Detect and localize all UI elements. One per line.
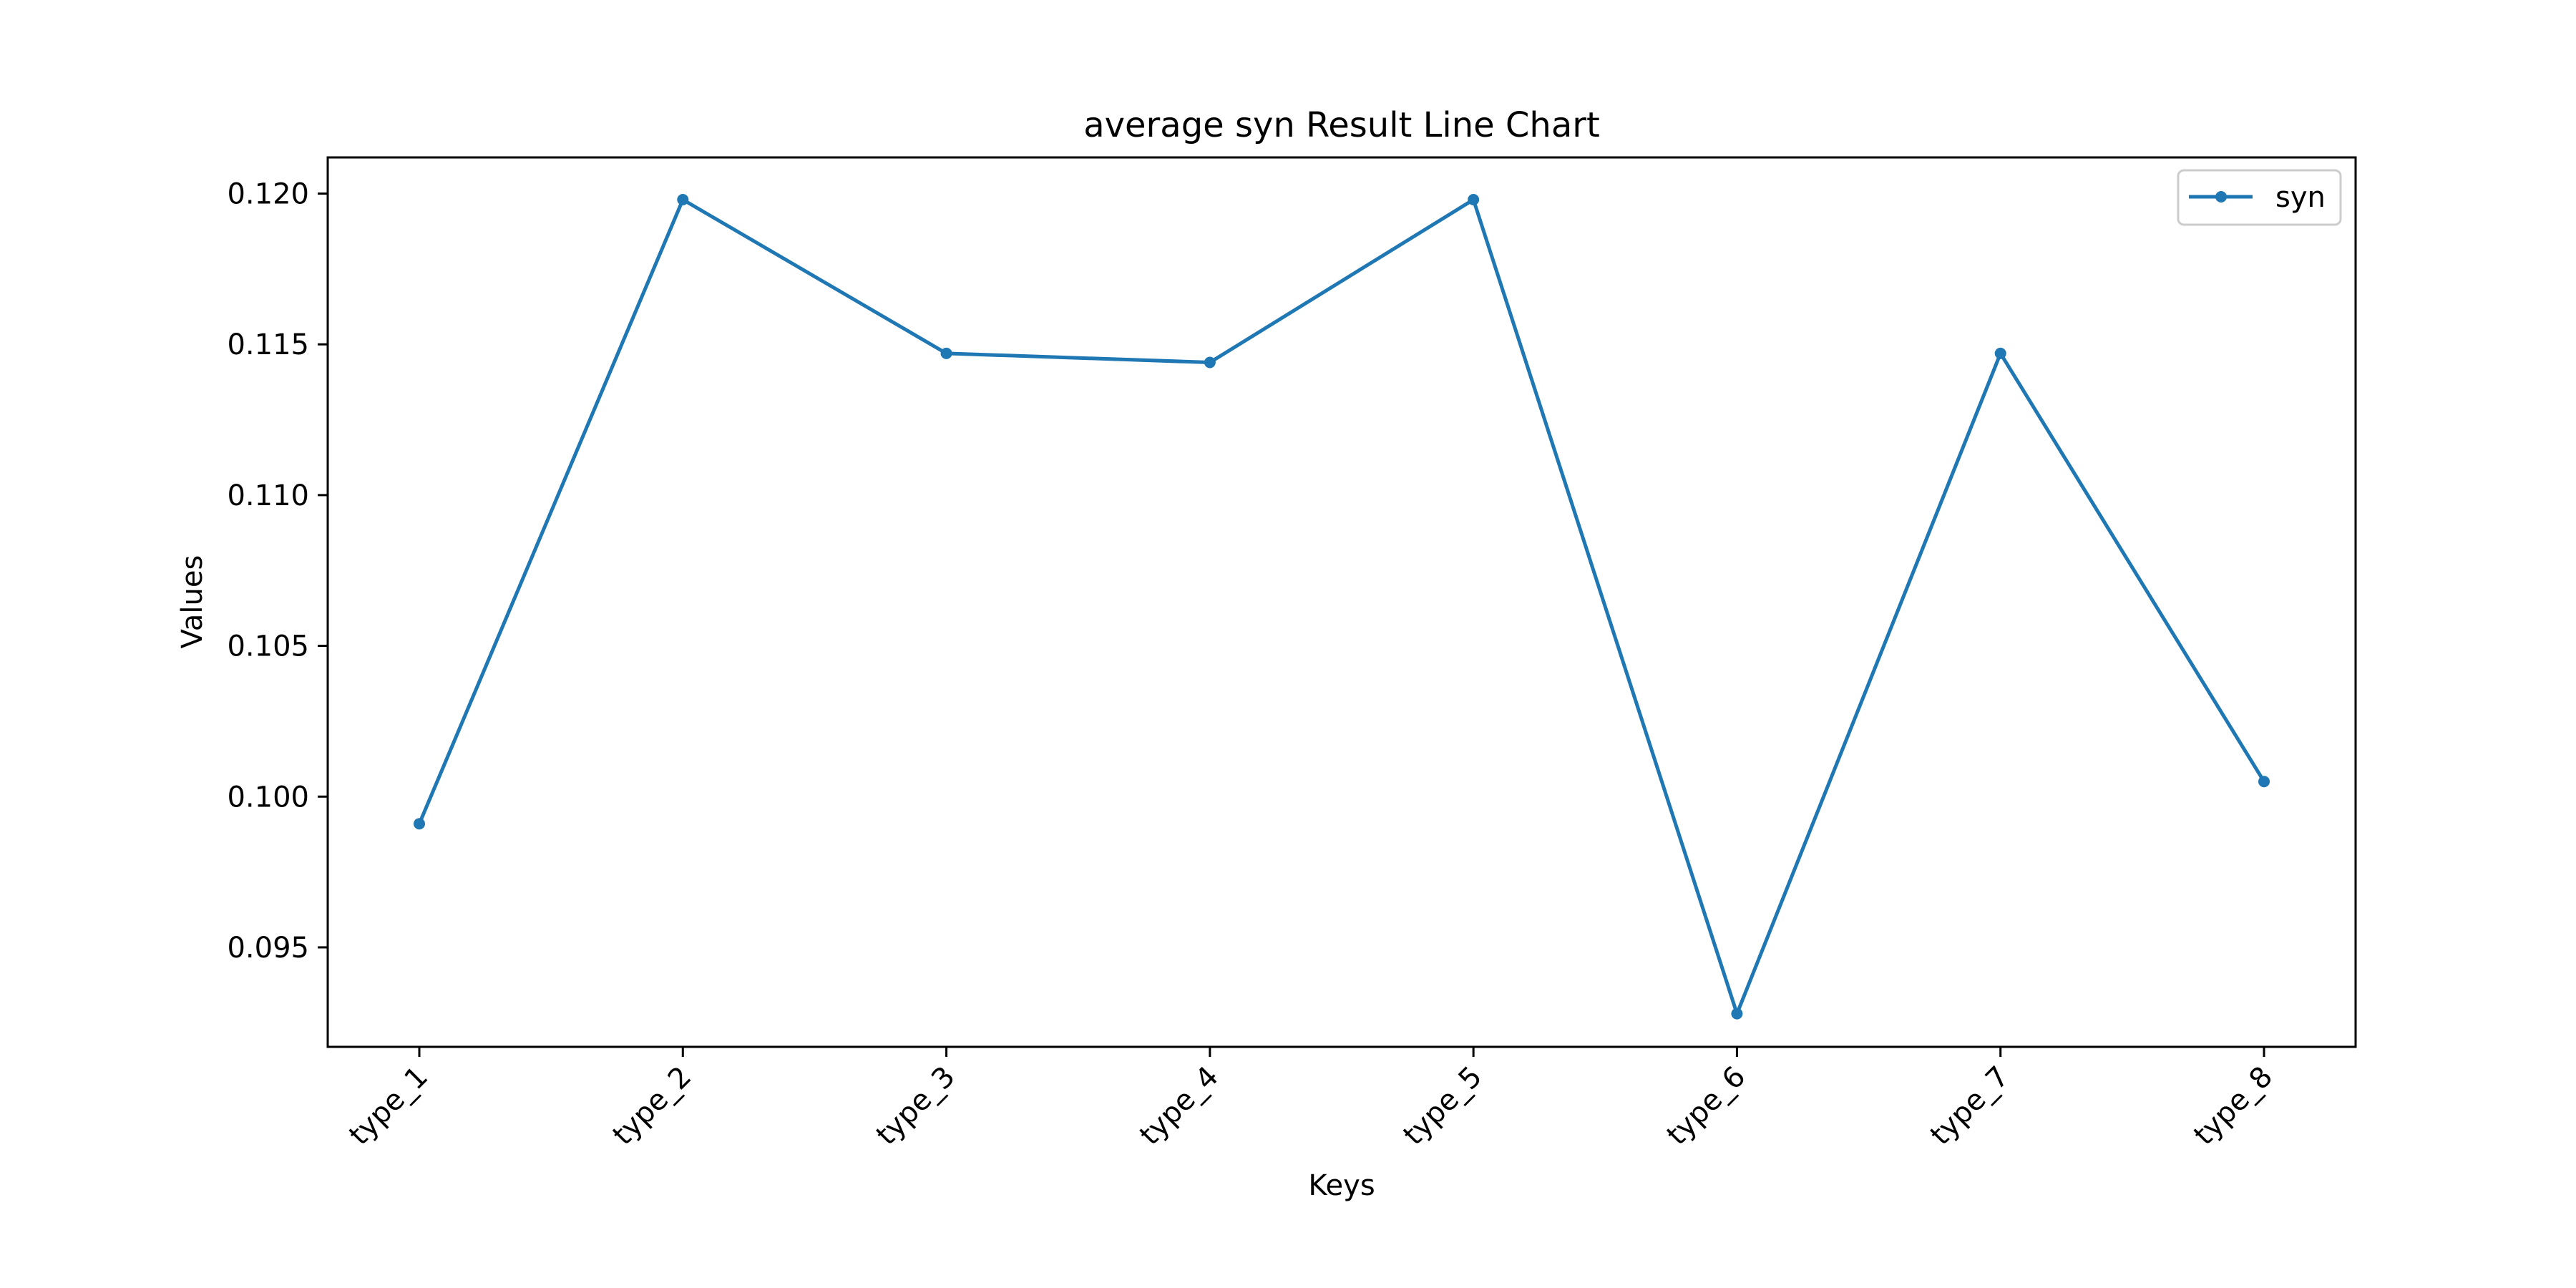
y-tick-label: 0.105 bbox=[227, 630, 309, 663]
legend: syn bbox=[2177, 169, 2342, 226]
data-point bbox=[1204, 356, 1216, 369]
data-point bbox=[2258, 776, 2270, 788]
data-point bbox=[1994, 347, 2006, 359]
data-point bbox=[940, 347, 952, 359]
plot-frame bbox=[326, 156, 2357, 1048]
data-point bbox=[677, 193, 689, 205]
x-axis-label: Keys bbox=[1308, 1169, 1375, 1202]
data-point bbox=[414, 818, 425, 830]
y-tick-label: 0.095 bbox=[227, 932, 309, 965]
series-line-syn bbox=[417, 197, 2266, 1016]
legend-box bbox=[2177, 169, 2342, 226]
y-tick-label: 0.100 bbox=[227, 781, 309, 814]
y-axis-label: Values bbox=[176, 555, 209, 649]
data-point bbox=[1731, 1008, 1743, 1020]
y-tick-label: 0.110 bbox=[227, 479, 309, 512]
data-point bbox=[1468, 193, 1480, 205]
legend-entry-syn: syn bbox=[2275, 181, 2326, 214]
chart-title: average syn Result Line Chart bbox=[1083, 105, 1600, 145]
legend-marker bbox=[2215, 191, 2227, 203]
y-tick-label: 0.115 bbox=[227, 328, 309, 361]
y-tick-label: 0.120 bbox=[227, 178, 309, 211]
